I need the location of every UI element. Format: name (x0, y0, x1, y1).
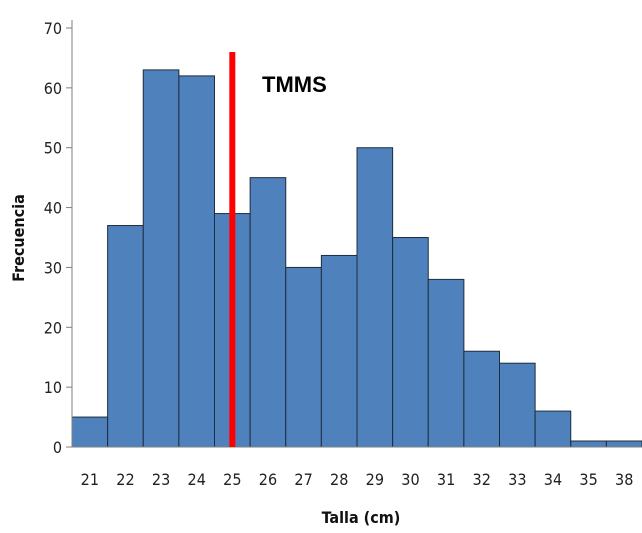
bar-21 (71, 416, 109, 448)
bar-24 (178, 75, 215, 448)
bar-30 (392, 237, 429, 448)
bar-38 (605, 440, 642, 448)
y-axis-title: Frecuencia (9, 194, 28, 282)
y-tick-label: 70 (44, 19, 62, 38)
bar-33 (499, 362, 536, 448)
y-tick-label: 10 (44, 378, 62, 397)
bar-32 (463, 350, 500, 448)
x-tick-label: 31 (437, 470, 455, 489)
y-tick-label: 50 (44, 139, 62, 158)
y-tick-label: 20 (44, 318, 62, 337)
y-tick-label: 60 (44, 79, 62, 98)
bar-23 (142, 69, 180, 448)
x-tick-label: 26 (259, 470, 277, 489)
y-tick-label: 40 (44, 199, 62, 218)
x-ticks-group: 21 22 23 24 25 26 27 28 29 30 31 32 33 34 35 38 (81, 470, 634, 489)
bar-29 (356, 147, 394, 448)
x-axis-title: Talla (cm) (322, 508, 401, 527)
bars-group (71, 69, 642, 448)
x-tick-label: 34 (544, 470, 562, 489)
y-tick-label: 30 (44, 258, 62, 277)
x-tick-label: 21 (81, 470, 99, 489)
bar-31 (427, 278, 465, 448)
y-ticks-group: 0 10 20 30 40 50 60 70 (44, 19, 72, 457)
x-tick-label: 32 (473, 470, 491, 489)
y-tick-label: 0 (53, 438, 62, 457)
axes-group (71, 20, 642, 448)
x-tick-label: 28 (330, 470, 348, 489)
bar-28 (320, 254, 358, 448)
x-tick-label: 22 (116, 470, 134, 489)
x-tick-label: 30 (401, 470, 419, 489)
x-tick-label: 29 (366, 470, 384, 489)
bar-22 (107, 225, 144, 448)
bar-26 (249, 177, 287, 448)
bar-35 (570, 440, 607, 448)
bar-27 (285, 266, 322, 448)
x-tick-label: 38 (615, 470, 633, 489)
bar-34 (534, 410, 572, 448)
x-tick-label: 35 (579, 470, 597, 489)
x-tick-label: 33 (508, 470, 526, 489)
x-tick-label: 25 (223, 470, 241, 489)
x-tick-label: 23 (152, 470, 170, 489)
reference-line-label: TMMS (262, 72, 327, 97)
x-tick-label: 27 (294, 470, 312, 489)
x-tick-label: 24 (188, 470, 206, 489)
